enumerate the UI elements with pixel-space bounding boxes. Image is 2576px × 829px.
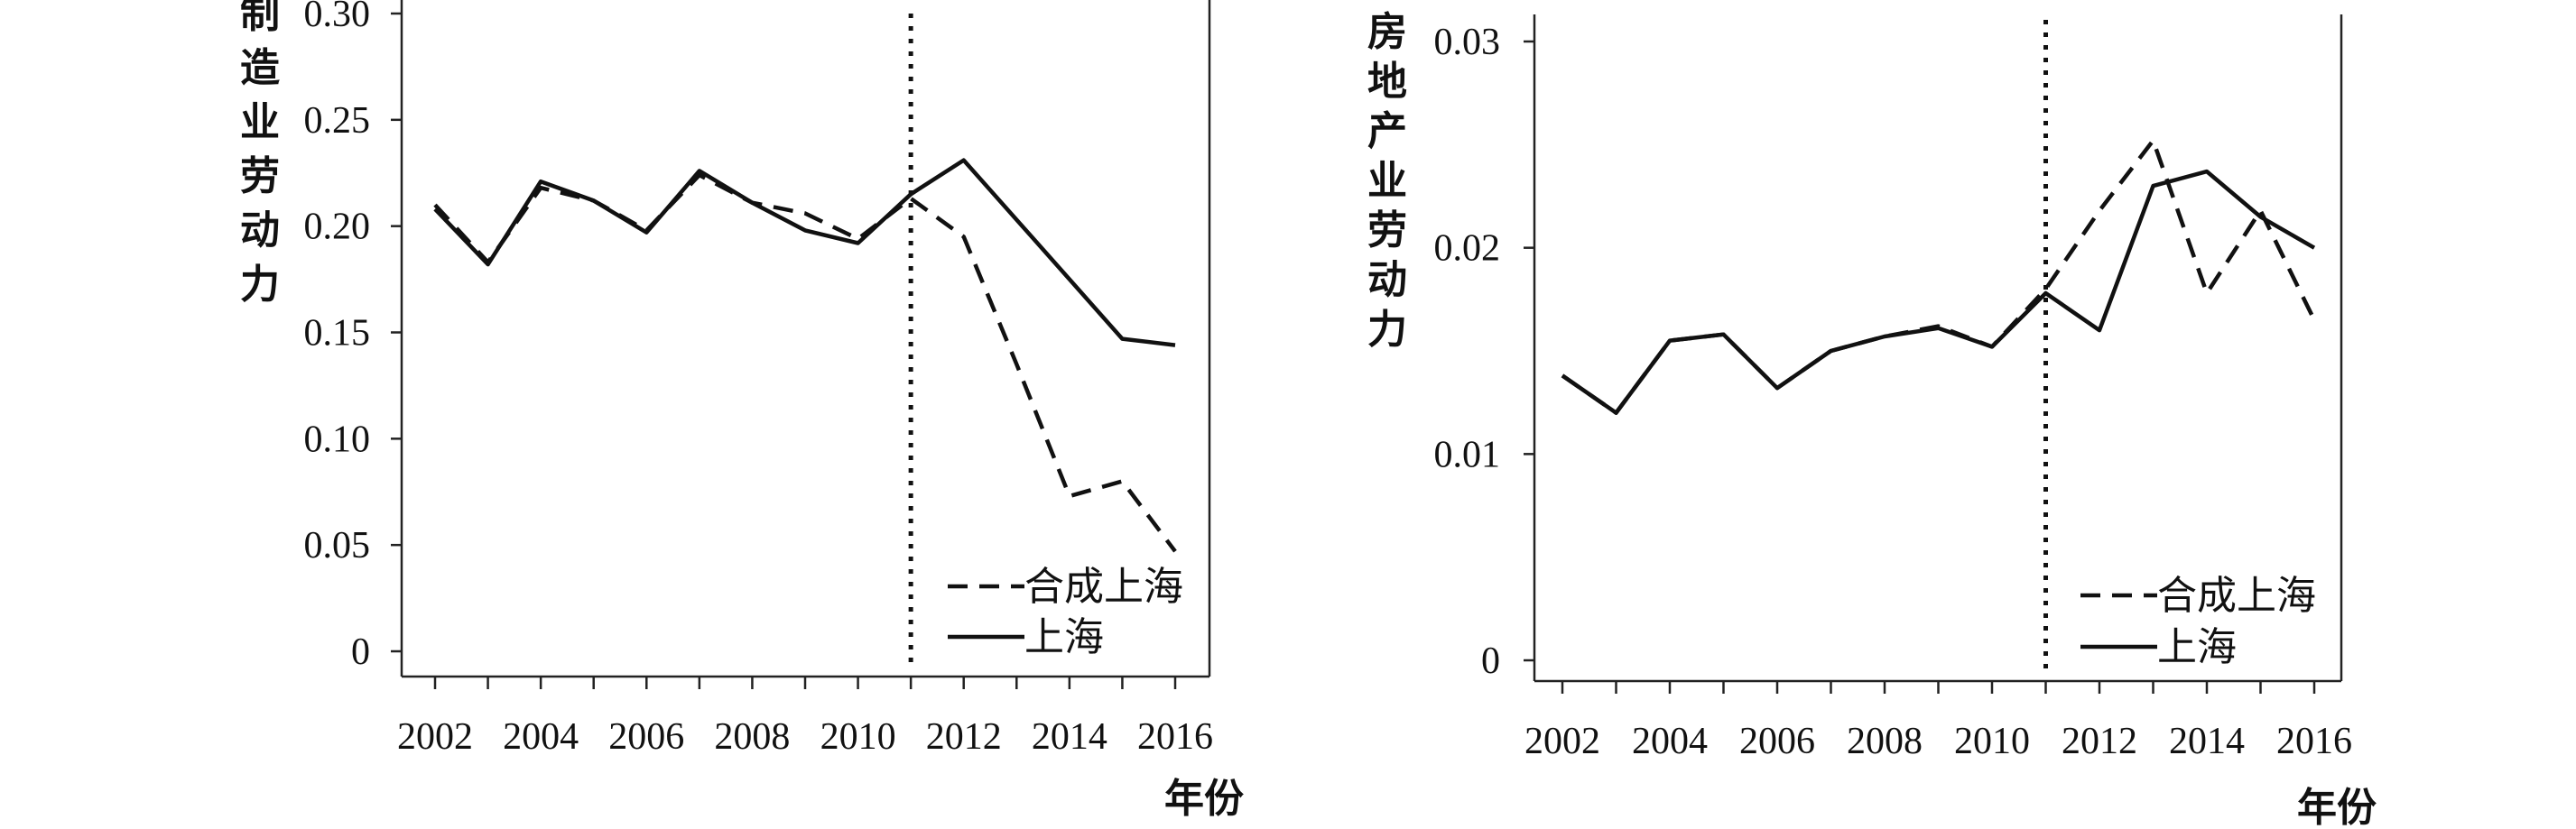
y-axis-label-char: 动 (240, 207, 280, 253)
y-axis-label-char: 力 (240, 262, 280, 308)
legend-label: 合成上海 (2157, 573, 2316, 619)
x-tick-label: 2004 (1632, 721, 1708, 762)
y-tick-label: 0.30 (304, 0, 371, 35)
y-tick-label: 0.03 (1434, 22, 1501, 63)
series-lines (433, 14, 1177, 669)
y-axis-label-char: 劳 (240, 153, 280, 199)
x-tick-label: 2012 (926, 716, 1002, 758)
x-tick-label: 2016 (1137, 716, 1213, 758)
y-axis-label-char: 造 (240, 45, 280, 91)
y-axis-label-char: 地 (1367, 59, 1407, 105)
y-tick-label: 0 (351, 631, 370, 673)
tick-labels: 0 0.05 0.10 0.15 0.20 0.25 0.30 2002 2004 2006 200… (304, 0, 1214, 758)
x-tick-label: 2008 (1847, 721, 1923, 762)
x-tick-label: 2016 (2276, 721, 2352, 762)
shanghai-line (433, 158, 1176, 347)
x-tick-label: 2008 (714, 716, 790, 758)
y-tick-label: 0.10 (304, 419, 371, 460)
y-axis-label-char: 动 (1367, 257, 1407, 303)
real-estate-labor-chart: 房地产业劳动力 年份 0 0.01 0.02 0.03 2002 2004 2006 2008… (1367, 9, 2377, 829)
legend-label: 上海 (1024, 614, 1104, 660)
legend-label: 合成上海 (1024, 564, 1183, 610)
y-tick-label: 0.25 (304, 100, 371, 142)
x-tick-label: 2002 (1524, 721, 1600, 762)
x-tick-label: 2012 (2062, 721, 2137, 762)
y-axis-label-char: 力 (1367, 307, 1407, 353)
y-axis-label: 房地产业劳动力 (1367, 9, 1407, 353)
x-tick-label: 2010 (1954, 721, 2030, 762)
x-tick-label: 2006 (608, 716, 684, 758)
synthetic-shanghai-line (1561, 138, 2317, 415)
series-lines (1561, 20, 2317, 674)
y-axis-label-char: 产 (1367, 108, 1407, 154)
synthetic-shanghai-line (433, 172, 1177, 553)
x-tick-label: 2006 (1739, 721, 1815, 762)
y-tick-label: 0.05 (304, 525, 371, 566)
x-tick-label: 2014 (2169, 721, 2245, 762)
y-tick-label: 0.15 (304, 313, 371, 355)
manufacturing-labor-chart: 制造业劳动力 年份 0 0.05 0.10 0.15 0.20 0.25 0.30 2002 2… (240, 0, 1244, 822)
x-tick-label: 2002 (397, 716, 473, 758)
x-axis-label: 年份 (1164, 776, 1244, 822)
y-tick-label: 0 (1481, 640, 1500, 682)
x-axis-label: 年份 (2297, 785, 2377, 829)
y-tick-label: 0.01 (1434, 434, 1501, 475)
y-tick-label: 0.20 (304, 207, 371, 248)
y-axis-label: 制造业劳动力 (240, 0, 280, 308)
y-axis-label-char: 房 (1367, 9, 1407, 55)
y-axis-label-char: 业 (240, 99, 280, 145)
y-axis-label-char: 劳 (1367, 207, 1407, 253)
legend-label: 上海 (2157, 624, 2237, 670)
y-tick-label: 0.02 (1434, 228, 1501, 270)
y-axis-label-char: 业 (1367, 158, 1407, 204)
tick-labels: 0 0.01 0.02 0.03 2002 2004 2006 2008 2010 2012 201… (1434, 22, 2353, 762)
x-tick-label: 2010 (820, 716, 896, 758)
shanghai-line (1561, 169, 2316, 415)
x-tick-label: 2014 (1032, 716, 1107, 758)
y-axis-label-char: 制 (240, 0, 280, 37)
x-tick-label: 2004 (503, 716, 579, 758)
